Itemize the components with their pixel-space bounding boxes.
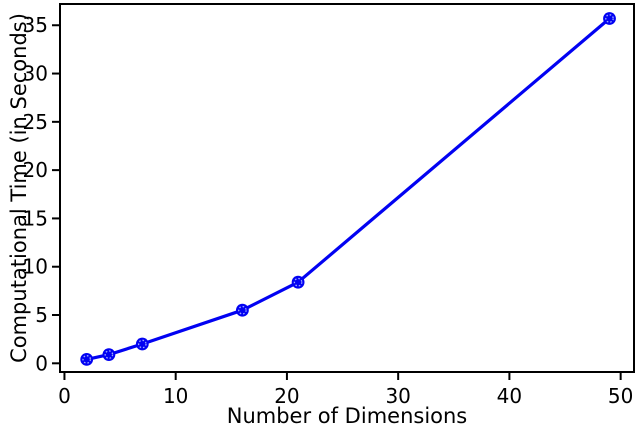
y-tick-label: 15 bbox=[23, 206, 48, 230]
x-tick-label: 0 bbox=[58, 384, 71, 408]
data-point-marker-ring bbox=[293, 277, 303, 287]
data-line bbox=[85, 16, 612, 361]
data-point-marker bbox=[102, 348, 116, 361]
data-point-marker bbox=[291, 275, 305, 289]
x-tick-label: 40 bbox=[497, 384, 522, 408]
data-point-marker bbox=[80, 353, 94, 366]
data-point-marker-ring bbox=[605, 14, 614, 23]
y-tick-label: 25 bbox=[23, 110, 48, 134]
x-tick-label: 50 bbox=[608, 384, 633, 408]
data-point-marker bbox=[236, 303, 249, 317]
x-tick-label: 20 bbox=[274, 384, 299, 408]
x-axis-label: Number of Dimensions bbox=[227, 404, 468, 427]
data-point-marker-ring bbox=[137, 339, 147, 349]
data-point-marker bbox=[135, 337, 149, 351]
plot-spines bbox=[59, 3, 635, 373]
data-point-marker-ring bbox=[82, 355, 92, 364]
y-tick-label: 35 bbox=[23, 13, 48, 37]
x-tick-label: 30 bbox=[385, 384, 410, 408]
data-point-marker-ring bbox=[104, 350, 114, 359]
y-tick-label: 0 bbox=[35, 351, 48, 375]
y-tick-label: 5 bbox=[35, 303, 48, 327]
y-tick-label: 10 bbox=[23, 255, 48, 279]
data-point-marker bbox=[603, 12, 616, 25]
y-tick-label: 20 bbox=[23, 158, 48, 182]
y-axis-label: Computational Time (in Seconds) bbox=[7, 13, 31, 363]
y-tick-label: 30 bbox=[23, 62, 48, 86]
x-tick-label: 10 bbox=[163, 384, 188, 408]
data-point-marker-ring bbox=[238, 305, 247, 315]
